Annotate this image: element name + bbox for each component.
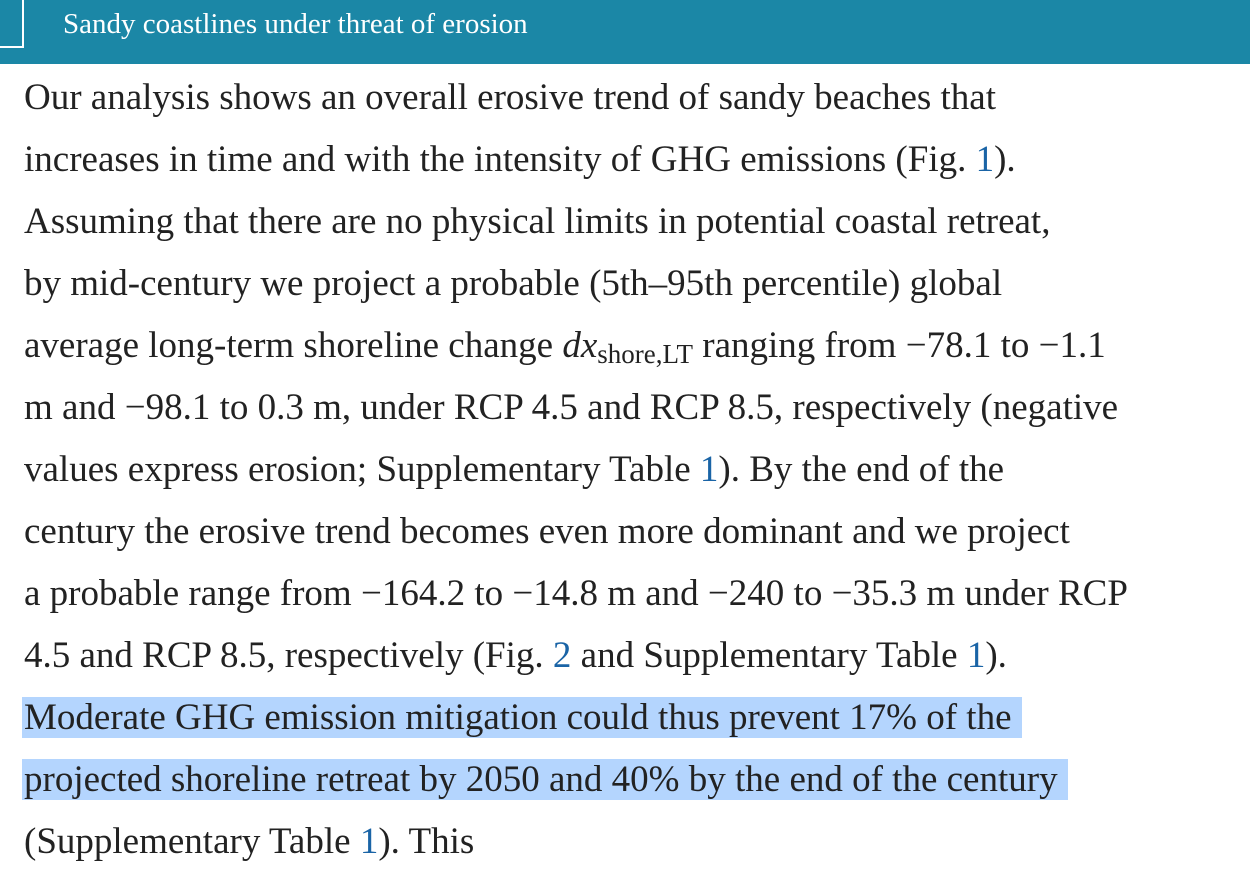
figure-link[interactable]: 2 (552, 635, 572, 676)
text-line: Assuming that there are no physical limi… (24, 191, 1050, 253)
text: Assuming that there are no physical limi… (24, 201, 1051, 242)
text-line: m and −98.1 to 0.3 m, under RCP 4.5 and … (24, 377, 1118, 439)
toggle-box[interactable] (0, 0, 24, 48)
text: ). (994, 139, 1016, 180)
text: increases in time and with the intensity… (24, 139, 976, 180)
text-line: projected shoreline retreat by 2050 and … (22, 749, 1068, 811)
text-line: (Supplementary Table 1). This (24, 811, 474, 873)
text-line: increases in time and with the intensity… (24, 129, 1016, 191)
text-line: values express erosion; Supplementary Ta… (24, 439, 1004, 501)
text-line: average long-term shoreline change dxsho… (24, 315, 1106, 377)
table-link[interactable]: 1 (966, 635, 986, 676)
text: century the erosive trend becomes even m… (24, 511, 1070, 552)
text: average long-term shoreline change (24, 325, 563, 366)
text: 4.5 and RCP 8.5, respectively (Fig. (24, 635, 553, 676)
text-line: a probable range from −164.2 to −14.8 m … (24, 563, 1128, 625)
text: ). (985, 635, 1007, 676)
text: a probable range from −164.2 to −14.8 m … (24, 573, 1128, 614)
text: ). By the end of the (718, 449, 1005, 490)
text: ranging from −78.1 to −1.1 (693, 325, 1106, 366)
text: values express erosion; Supplementary Ta… (24, 449, 700, 490)
text-line: by mid-century we project a probable (5t… (24, 253, 1002, 315)
text: Our analysis shows an overall erosive tr… (24, 77, 996, 118)
text-line: century the erosive trend becomes even m… (24, 501, 1070, 563)
text: by mid-century we project a probable (5t… (24, 263, 1003, 304)
text-line: 4.5 and RCP 8.5, respectively (Fig. 2 an… (24, 625, 1007, 687)
text: m and −98.1 to 0.3 m, under RCP 4.5 and … (24, 387, 1119, 428)
text-line: Moderate GHG emission mitigation could t… (22, 687, 1022, 749)
section-title: Sandy coastlines under threat of erosion (63, 8, 528, 40)
text: ). This (378, 821, 475, 862)
highlighted-text: Moderate GHG emission mitigation could t… (22, 697, 1022, 738)
section-header: Sandy coastlines under threat of erosion (0, 0, 1250, 64)
highlighted-text: projected shoreline retreat by 2050 and … (22, 759, 1068, 800)
text-line: Our analysis shows an overall erosive tr… (24, 67, 996, 129)
subscript: shore,LT (597, 339, 693, 369)
table-link[interactable]: 1 (699, 449, 719, 490)
figure-link[interactable]: 1 (975, 139, 995, 180)
text: and Supplementary Table (571, 635, 967, 676)
table-link[interactable]: 1 (359, 821, 379, 862)
math-variable: dx (562, 325, 598, 366)
text: (Supplementary Table (24, 821, 360, 862)
